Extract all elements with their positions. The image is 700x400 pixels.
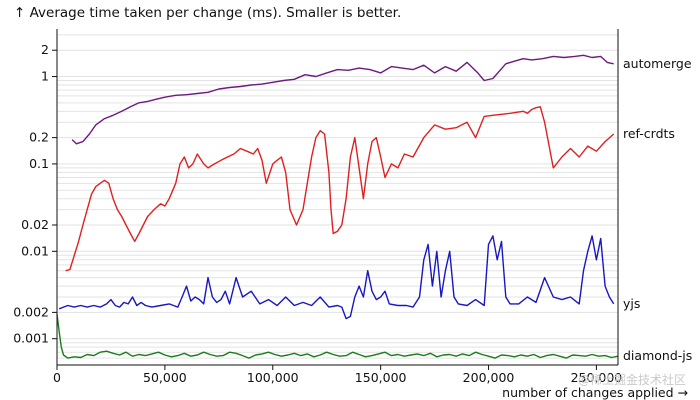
- series-line-ref-crdts: [65, 106, 615, 272]
- x-tick-label: 250,000: [571, 370, 623, 385]
- y-tick-label: 0.001: [13, 331, 49, 346]
- axes: [56, 29, 619, 366]
- y-ticks: 0.001 0.002 0.01 0.02 0.1 0.2 1 2: [13, 42, 57, 346]
- y-tick-label: 0.1: [29, 156, 49, 171]
- grid: [57, 34, 618, 366]
- y-tick-label: 0.01: [21, 243, 49, 258]
- y-tick-label: 1: [41, 69, 49, 84]
- x-ticks: 0 50,000 100,000 150,000 200,000 250,000: [53, 365, 622, 385]
- series-labels: automerge ref-crdts yjs diamond-js: [623, 56, 692, 363]
- x-tick-label: 200,000: [463, 370, 515, 385]
- series-label-yjs: yjs: [623, 296, 640, 311]
- chart-title: ↑ Average time taken per change (ms). Sm…: [14, 5, 401, 21]
- y-tick-label: 0.02: [21, 217, 49, 232]
- x-tick-label: 0: [53, 370, 61, 385]
- watermark-text: @稀土掘金技术社区: [578, 372, 686, 387]
- series-label-ref-crdts: ref-crdts: [623, 126, 675, 141]
- series-label-automerge: automerge: [623, 56, 692, 71]
- x-tick-label: 100,000: [247, 370, 299, 385]
- series-lines: [56, 54, 619, 359]
- y-tick-label: 2: [41, 42, 49, 57]
- y-tick-label: 0.2: [29, 130, 49, 145]
- series-line-automerge: [71, 54, 614, 145]
- x-tick-label: 50,000: [143, 370, 187, 385]
- series-label-diamond-js: diamond-js: [623, 348, 692, 363]
- series-line-diamond-js: [56, 314, 619, 359]
- x-axis-label: number of changes applied →: [502, 385, 688, 400]
- x-tick-label: 150,000: [355, 370, 407, 385]
- series-line-yjs: [58, 235, 615, 320]
- y-tick-label: 0.002: [13, 304, 49, 319]
